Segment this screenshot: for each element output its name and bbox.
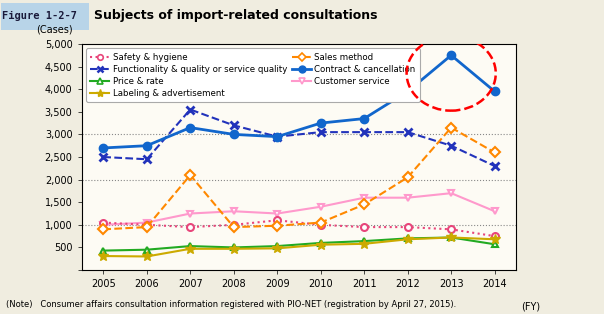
Bar	[1, 3, 89, 30]
Legend: Safety & hygiene, Functionality & quality or service quality, Price & rate, Labe: Safety & hygiene, Functionality & qualit…	[86, 48, 420, 102]
Text: Figure 1-2-7: Figure 1-2-7	[2, 11, 77, 21]
Text: Subjects of import-related consultations: Subjects of import-related consultations	[94, 9, 377, 22]
Text: (Cases): (Cases)	[36, 25, 72, 35]
Text: (FY): (FY)	[521, 302, 540, 312]
Text: (Note)   Consumer affairs consultation information registered with PIO-NET (regi: (Note) Consumer affairs consultation inf…	[6, 300, 456, 309]
